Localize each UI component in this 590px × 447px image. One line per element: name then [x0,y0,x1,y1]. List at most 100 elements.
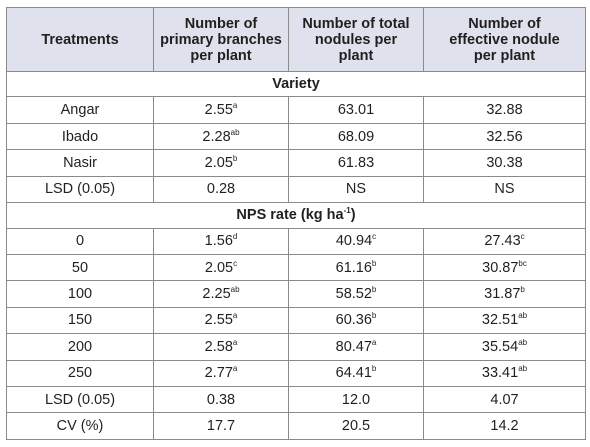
significance-letter: a [232,364,238,374]
cell-value: 2.58 [204,338,233,355]
treatment-cell: Angar [6,96,154,124]
section-title-suffix: ) [350,207,356,224]
cell-value: 30.38 [486,154,523,171]
treatment-cell: 100 [6,280,154,308]
cell-value: 27.43 [484,233,521,250]
value-cell: 35.54ab [423,333,586,361]
cell-value: 40.94 [335,233,373,250]
header-line: per plant [190,47,252,64]
table-row: Angar 2.55a 63.01 32.88 [6,96,586,124]
section-title-text: Variety [272,76,320,93]
cell-value: 64.41 [335,365,372,382]
header-line: per plant [473,47,536,64]
cell-value: 33.41 [481,365,519,382]
significance-letter: b [371,311,377,321]
table-row: LSD (0.05) 0.38 12.0 4.07 [6,386,586,414]
significance-letter: a [232,101,238,111]
significance-letter: a [232,311,238,321]
value-cell: 58.52b [288,280,424,308]
significance-letter: ab [518,338,528,348]
value-cell: 64.41b [288,359,424,388]
value-cell: NS [423,175,586,204]
significance-letter: d [232,232,238,242]
table-row: Nasir 2.05b 61.83 30.38 [6,149,586,177]
table-row: 250 2.77a 64.41b 33.41ab [6,359,586,388]
significance-letter: a [371,338,377,348]
table-row: 200 2.58a 80.47a 35.54ab [6,333,586,361]
significance-letter: b [520,285,525,295]
header-line: Number of [468,15,541,32]
cell-value: 2.77 [204,365,233,382]
table-row: 0 1.56d 40.94c 27.43c [6,227,586,255]
cell-value: 2.28 [202,128,231,145]
value-cell: 63.01 [288,96,424,124]
header-primary-branches: Number of primary branches per plant [153,7,289,72]
cell-value: NS [494,181,515,198]
value-cell: 40.94c [288,227,424,255]
cell-value: 35.54 [481,338,519,355]
cell-value: 80.47 [335,338,372,355]
header-line: primary branches [160,31,282,48]
cell-value: 61.83 [337,154,375,171]
value-cell: 2.77a [153,359,289,388]
significance-letter: c [233,258,238,268]
value-cell: 2.58a [153,333,289,361]
header-row: Treatments Number of primary branches pe… [6,7,586,72]
section-title: NPS rate (kg ha-1) [6,202,586,229]
cell-value: 58.52 [335,286,372,303]
value-cell: 68.09 [288,122,424,151]
value-cell: 32.88 [423,96,586,124]
cell-value: 2.25 [202,286,231,303]
value-cell: 1.56d [153,227,289,255]
value-cell: 32.56 [423,122,586,151]
cell-value: 4.07 [490,391,519,408]
cell-value: 61.16 [335,259,372,276]
section-row: NPS rate (kg ha-1) [6,202,586,229]
value-cell: NS [288,175,424,204]
value-cell: 0.38 [153,386,289,414]
treatment-cell: CV (%) [6,412,154,440]
table-body: Variety Angar 2.55a 63.01 32.88 Ibado 2.28ab 68… [6,70,586,440]
header-line: nodules per [314,31,398,48]
table-row: CV (%) 17.7 20.5 14.2 [6,412,586,440]
table-header: Treatments Number of primary branches pe… [6,7,586,72]
value-cell: 60.36b [288,306,424,335]
cell-value: 1.56 [204,233,233,250]
value-cell: 30.38 [423,149,586,177]
section-title: Variety [6,70,586,98]
cell-value: 60.36 [335,312,372,329]
cell-value: 30.87 [482,259,519,276]
value-cell: 61.16b [288,253,424,282]
value-cell: 4.07 [423,386,586,414]
cell-value: 63.01 [337,102,375,119]
header-treatments: Treatments [6,7,154,72]
cell-value: 17.7 [206,418,236,435]
header-effective-nodules: Number of effective nodule per plant [423,7,586,72]
value-cell: 32.51ab [423,306,586,335]
cell-value: NS [345,181,367,198]
significance-letter: ab [518,311,528,321]
value-cell: 27.43c [423,227,586,255]
cell-value: 20.5 [341,418,371,435]
value-cell: 30.87bc [423,253,586,282]
value-cell: 14.2 [423,412,586,440]
value-cell: 2.28ab [153,122,289,151]
significance-letter: a [232,338,238,348]
cell-value: 12.0 [341,391,371,408]
header-line: plant [338,47,374,64]
table-row: 100 2.25ab 58.52b 31.87b [6,280,586,308]
treatment-cell: LSD (0.05) [6,175,154,204]
value-cell: 61.83 [288,149,424,177]
cell-value: 0.38 [206,391,236,408]
cell-value: 32.88 [486,102,523,119]
section-title-text: NPS rate (kg ha [236,207,344,224]
cell-value: 32.56 [486,128,523,145]
significance-letter: ab [518,364,528,374]
value-cell: 2.55a [153,306,289,335]
significance-letter: b [232,154,238,164]
value-cell: 0.28 [153,175,289,204]
cell-value: 14.2 [490,418,519,435]
significance-letter: ab [230,127,240,137]
header-line: Treatments [41,31,119,48]
table-row: 50 2.05c 61.16b 30.87bc [6,253,586,282]
